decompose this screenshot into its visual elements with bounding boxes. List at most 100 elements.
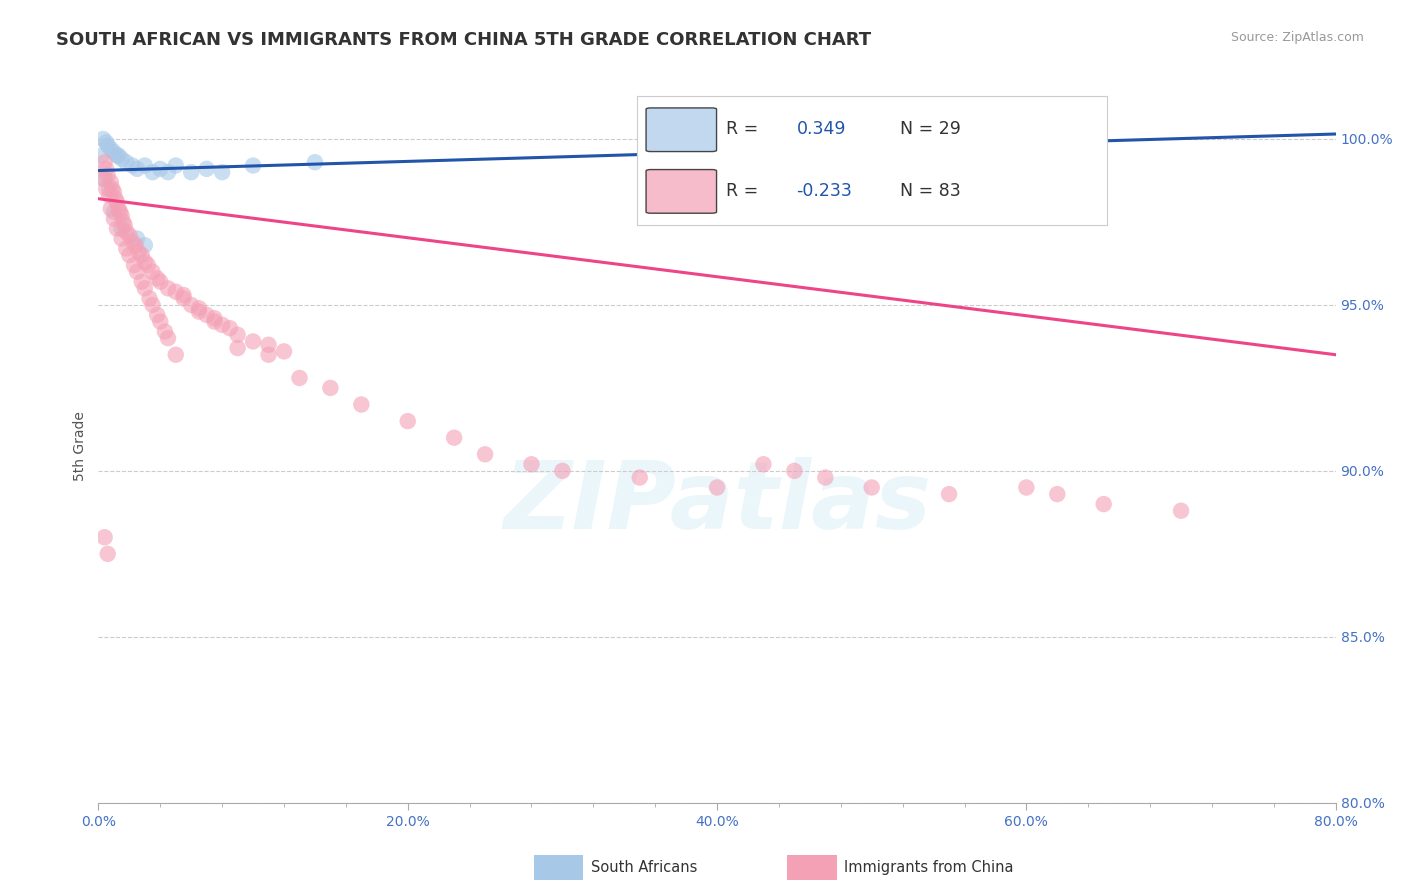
- Point: [115, 225, 138, 239]
- Point: [172, 288, 194, 302]
- Point: [138, 291, 160, 305]
- Point: [103, 185, 125, 199]
- Point: [105, 195, 128, 210]
- Point: [101, 182, 124, 196]
- Point: [98, 188, 121, 202]
- Point: [211, 318, 233, 332]
- Point: [165, 348, 187, 362]
- Point: [104, 192, 127, 206]
- Point: [350, 397, 373, 411]
- Point: [551, 464, 574, 478]
- Point: [180, 298, 202, 312]
- Point: [257, 338, 280, 352]
- Text: Source: ZipAtlas.com: Source: ZipAtlas.com: [1230, 31, 1364, 45]
- Text: ZIPatlas: ZIPatlas: [503, 457, 931, 549]
- Point: [134, 159, 156, 173]
- Point: [121, 159, 143, 173]
- Point: [938, 487, 960, 501]
- Text: R =: R =: [725, 120, 758, 138]
- Point: [100, 202, 122, 216]
- Point: [96, 136, 118, 150]
- Point: [100, 142, 122, 156]
- Point: [204, 311, 226, 326]
- Point: [157, 331, 180, 345]
- Point: [118, 228, 141, 243]
- Point: [103, 205, 125, 219]
- Point: [127, 161, 149, 176]
- Point: [103, 211, 125, 226]
- Point: [118, 248, 141, 262]
- Point: [141, 265, 165, 279]
- Point: [165, 159, 187, 173]
- Point: [107, 148, 129, 162]
- Point: [706, 481, 728, 495]
- Point: [157, 281, 180, 295]
- Point: [115, 155, 138, 169]
- Point: [128, 244, 150, 259]
- Point: [319, 381, 342, 395]
- Point: [96, 182, 118, 196]
- Point: [112, 215, 135, 229]
- Point: [115, 242, 138, 256]
- Point: [97, 169, 120, 183]
- Point: [121, 235, 143, 249]
- Point: [97, 547, 120, 561]
- FancyBboxPatch shape: [645, 169, 717, 213]
- Point: [1170, 504, 1192, 518]
- Point: [520, 457, 543, 471]
- Point: [288, 371, 311, 385]
- Point: [219, 321, 242, 335]
- Point: [188, 304, 211, 318]
- Point: [107, 202, 129, 216]
- Point: [752, 457, 775, 471]
- Point: [124, 238, 146, 252]
- Point: [91, 171, 114, 186]
- Point: [1015, 481, 1038, 495]
- Text: N = 29: N = 29: [900, 120, 960, 138]
- Point: [134, 254, 156, 268]
- Point: [204, 314, 226, 328]
- Point: [257, 348, 280, 362]
- Point: [97, 138, 120, 153]
- Point: [157, 165, 180, 179]
- Point: [226, 327, 249, 342]
- Point: [122, 258, 145, 272]
- Point: [108, 205, 131, 219]
- Point: [131, 248, 153, 262]
- Point: [195, 308, 218, 322]
- Point: [474, 447, 496, 461]
- Point: [111, 221, 132, 235]
- Point: [195, 161, 218, 176]
- Point: [1092, 497, 1115, 511]
- Point: [188, 301, 211, 316]
- Point: [93, 171, 115, 186]
- Point: [136, 258, 159, 272]
- Point: [114, 219, 136, 233]
- Point: [105, 221, 128, 235]
- Point: [180, 165, 202, 179]
- Text: SOUTH AFRICAN VS IMMIGRANTS FROM CHINA 5TH GRADE CORRELATION CHART: SOUTH AFRICAN VS IMMIGRANTS FROM CHINA 5…: [56, 31, 872, 49]
- Point: [100, 175, 122, 189]
- Point: [149, 275, 172, 289]
- Point: [396, 414, 419, 428]
- Text: Immigrants from China: Immigrants from China: [844, 861, 1014, 875]
- Point: [127, 231, 149, 245]
- Point: [172, 291, 194, 305]
- Point: [304, 155, 326, 169]
- Point: [153, 325, 176, 339]
- Point: [96, 161, 118, 176]
- Point: [146, 308, 169, 322]
- Point: [242, 159, 264, 173]
- Point: [111, 208, 132, 222]
- FancyBboxPatch shape: [645, 108, 717, 152]
- Point: [226, 341, 249, 355]
- Point: [141, 165, 165, 179]
- Point: [1015, 132, 1038, 146]
- Point: [103, 145, 125, 160]
- Point: [93, 155, 115, 169]
- Point: [1046, 487, 1069, 501]
- Point: [814, 470, 837, 484]
- Point: [146, 271, 169, 285]
- Point: [111, 231, 132, 245]
- Y-axis label: 5th Grade: 5th Grade: [73, 411, 87, 481]
